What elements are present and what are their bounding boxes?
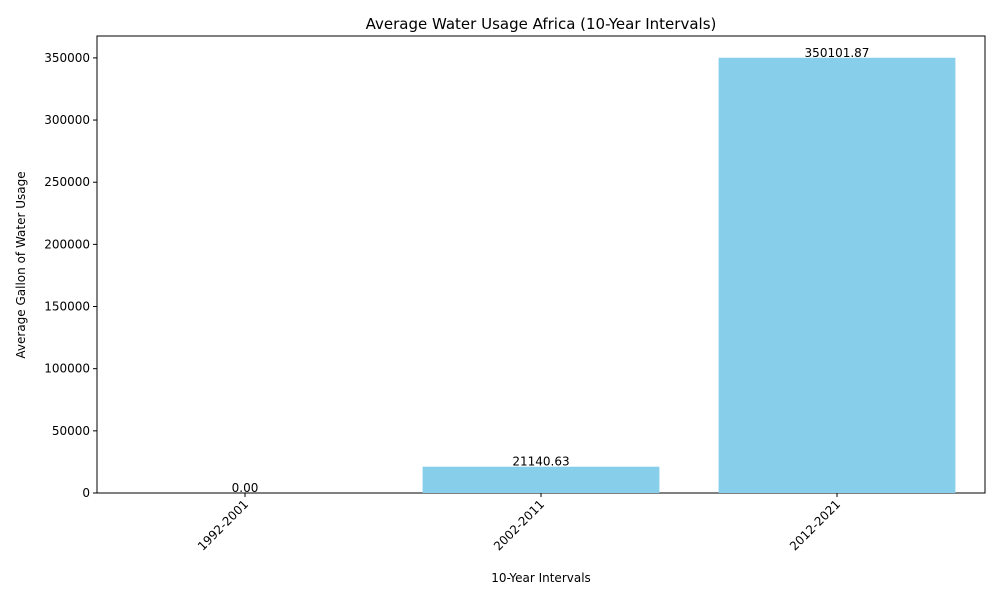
y-tick-label-150000: 150000 [44, 300, 90, 314]
y-tick-label-350000: 350000 [44, 51, 90, 65]
x-tick-label-2012-2021: 2012-2021 [787, 497, 843, 553]
y-tick-label-100000: 100000 [44, 362, 90, 376]
data-label-2002-2011: 21140.63 [512, 455, 569, 469]
data-label-1992-2001: 0.00 [232, 481, 259, 495]
bars [422, 57, 956, 493]
y-axis-label: Average Gallon of Water Usage [14, 171, 28, 358]
bar-2012-2021 [718, 57, 956, 493]
x-axis: 1992-2001 2002-2011 2012-2021 [195, 493, 843, 553]
x-tick-label-2002-2011: 2002-2011 [491, 497, 547, 553]
x-tick-label-1992-2001: 1992-2001 [195, 497, 251, 553]
y-tick-label-200000: 200000 [44, 237, 90, 251]
y-tick-label-300000: 300000 [44, 113, 90, 127]
bar-2002-2011 [422, 466, 660, 493]
y-tick-label-250000: 250000 [44, 175, 90, 189]
y-axis: 0 50000 100000 150000 200000 250000 300000 3500… [44, 51, 97, 500]
data-label-2012-2021: 350101.87 [805, 46, 870, 60]
y-tick-label-50000: 50000 [52, 424, 90, 438]
x-axis-label: 10-Year Intervals [491, 571, 591, 585]
data-labels: 0.00 21140.63 350101.87 [232, 46, 870, 495]
y-tick-label-0: 0 [82, 486, 90, 500]
chart-title: Average Water Usage Africa (10-Year Inte… [366, 15, 717, 33]
